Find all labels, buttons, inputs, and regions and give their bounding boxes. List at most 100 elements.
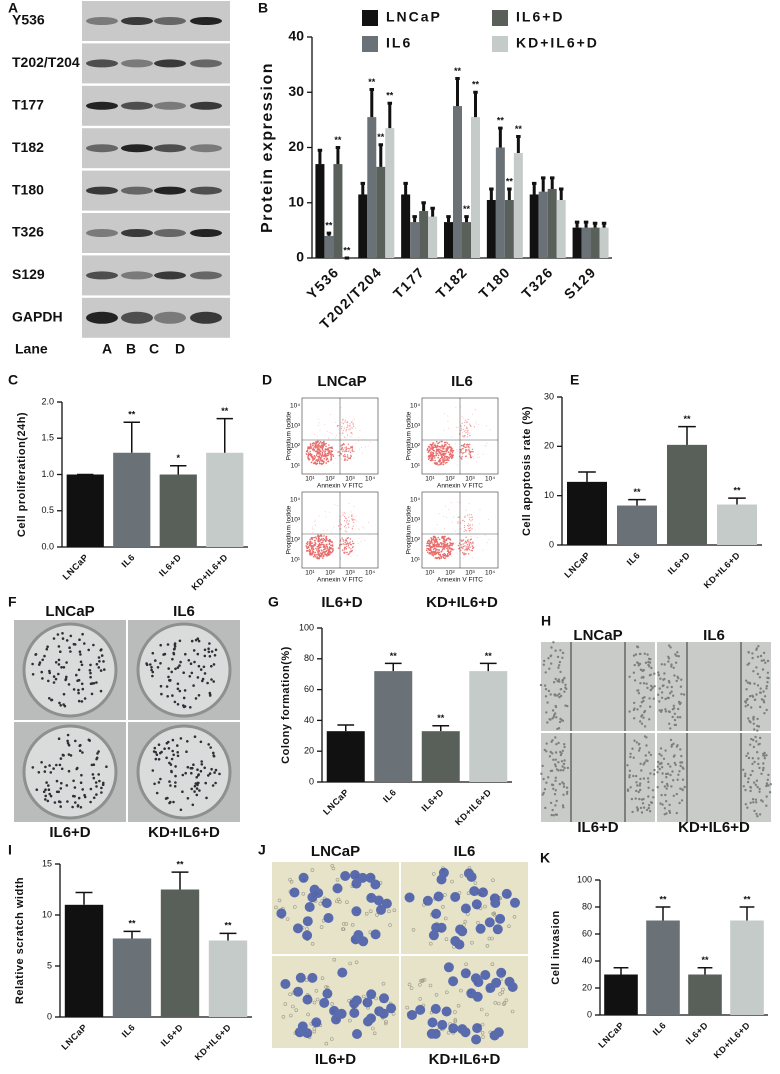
image-title: LNCaP — [573, 627, 622, 644]
blot-band — [154, 17, 186, 25]
y-tick-label: 10⁴ — [290, 403, 300, 410]
bar — [113, 452, 151, 547]
error-bar — [678, 425, 696, 445]
error-bar — [403, 181, 408, 195]
y-tick-label: 40 — [288, 28, 304, 44]
x-tick-label: KD+IL6+D — [712, 1020, 752, 1060]
error-bar — [601, 221, 607, 228]
bar — [333, 164, 343, 258]
error-bar — [516, 134, 521, 154]
x-tick-label: 10³ — [345, 570, 355, 577]
error-bar — [540, 176, 546, 192]
y-tick-label: 10³ — [291, 423, 301, 430]
x-tick-label: KD+IL6+D — [193, 1022, 233, 1062]
significance-mark: ** — [368, 77, 376, 87]
blot-band — [154, 144, 186, 153]
y-tick-label: 10 — [544, 490, 554, 500]
bar — [556, 199, 566, 258]
x-tick-label: 10³ — [465, 570, 475, 577]
bar — [374, 671, 413, 782]
x-tick-label: LNCaP — [59, 1022, 89, 1052]
blot-band — [86, 311, 118, 324]
error-bar — [655, 906, 671, 921]
y-axis-label: Cell apoptosis rate (%) — [521, 406, 533, 536]
significance-mark: ** — [176, 860, 184, 870]
bar — [617, 505, 657, 545]
x-tick-label: 10³ — [345, 476, 355, 483]
bar — [486, 199, 496, 258]
error-bar — [549, 176, 555, 189]
x-tick-label: S129 — [561, 263, 600, 302]
y-tick-label: 100 — [299, 622, 314, 632]
bar — [421, 731, 460, 782]
x-tick-label: 10⁴ — [485, 476, 495, 483]
significance-mark: ** — [497, 116, 505, 126]
significance-mark: ** — [733, 486, 741, 496]
bar — [495, 147, 505, 258]
error-bar — [335, 146, 341, 165]
error-bar — [432, 725, 450, 732]
event-dots — [457, 536, 475, 556]
blot-row-label: T180 — [12, 181, 44, 197]
x-tick-label: KD+IL6+D — [702, 550, 742, 590]
x-axis-label: Annexin V FITC — [437, 577, 483, 584]
error-bar — [531, 181, 537, 195]
bar — [513, 153, 523, 258]
blot-band — [121, 17, 153, 25]
cells — [540, 735, 656, 817]
bar — [64, 904, 104, 1017]
y-tick-label: 5 — [47, 960, 52, 970]
image-title: IL6+D — [577, 819, 618, 836]
y-tick-label: 10 — [288, 193, 304, 209]
x-axis-label: Annexin V FITC — [437, 483, 483, 490]
event-dots — [337, 512, 356, 533]
significance-mark: ** — [128, 919, 136, 929]
cells — [407, 962, 518, 1045]
panel-letter: I — [8, 842, 12, 858]
x-tick-label: IL6 — [120, 1022, 137, 1039]
x-tick-label: IL6+D — [419, 787, 445, 813]
error-bar — [464, 215, 469, 223]
bar — [547, 188, 557, 258]
x-tick-label: 10² — [325, 570, 335, 577]
x-tick-label: LNCaP — [321, 787, 351, 817]
x-tick-label: 10¹ — [425, 570, 435, 577]
y-tick-label: 10² — [291, 443, 301, 450]
y-tick-label: 10¹ — [291, 557, 301, 564]
bar — [66, 474, 104, 547]
blot-band — [86, 101, 118, 110]
x-tick-label: T182 — [433, 263, 471, 301]
y-axis-label: Relative scratch width — [14, 877, 26, 1004]
y-tick-label: 10¹ — [411, 557, 421, 564]
y-tick-label: 20 — [582, 982, 592, 992]
y-tick-label: 20 — [288, 138, 304, 154]
blot-band — [154, 101, 186, 110]
significance-mark: ** — [343, 245, 351, 255]
bar — [159, 474, 197, 547]
blot-band — [121, 144, 153, 153]
error-bar — [317, 148, 323, 165]
blot-band — [121, 101, 153, 110]
image-title: IL6 — [703, 627, 725, 644]
x-tick-label: KD+IL6+D — [453, 787, 493, 827]
x-tick-label: LNCaP — [596, 1020, 626, 1050]
blot-band — [190, 271, 222, 280]
y-tick-label: 60 — [582, 928, 592, 938]
bar — [604, 974, 638, 1015]
y-axis-label: Colony formation(%) — [280, 646, 292, 764]
significance-mark: ** — [633, 487, 641, 497]
panel-letter: J — [258, 842, 266, 858]
y-tick-label: 60 — [304, 684, 314, 694]
error-bar — [592, 221, 598, 228]
cells — [276, 870, 392, 947]
y-tick-label: 30 — [544, 391, 554, 401]
x-tick-label: IL6 — [120, 552, 137, 569]
panel-letter: D — [262, 372, 272, 388]
y-tick-label: 15 — [42, 858, 52, 868]
plot-title: LNCaP — [317, 373, 366, 390]
blot-band — [86, 271, 118, 280]
significance-mark: ** — [659, 894, 667, 904]
x-tick-label: 10³ — [465, 476, 475, 483]
x-tick-label: 10² — [445, 476, 455, 483]
lane-title: Lane — [15, 341, 48, 357]
